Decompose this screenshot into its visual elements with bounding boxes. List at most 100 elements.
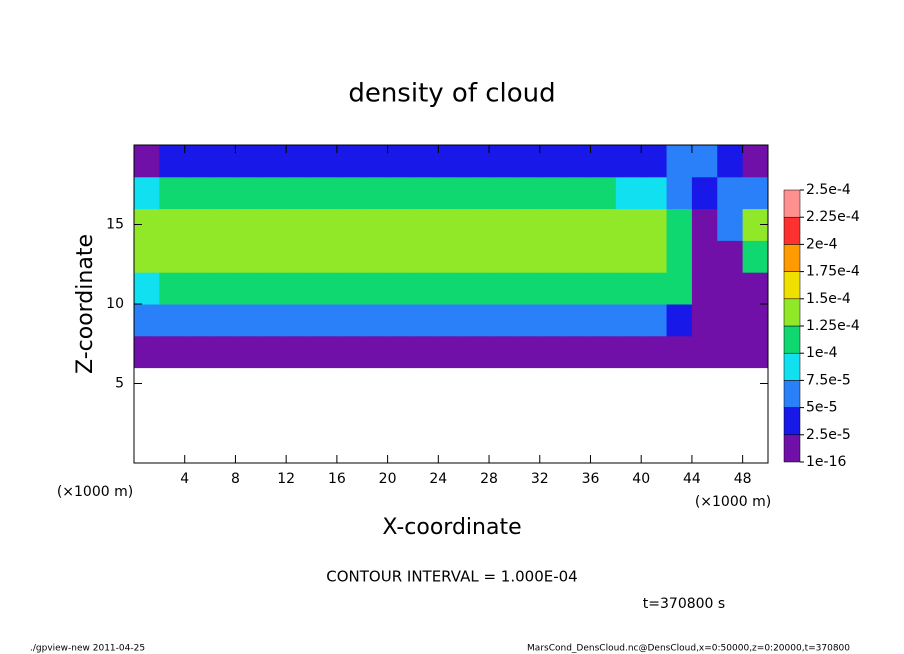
cell	[615, 176, 642, 210]
colorbar-label: 5e-5	[806, 400, 837, 416]
cell	[590, 304, 617, 337]
x-tick-label: 4	[180, 471, 189, 487]
colorbar-label: 1.25e-4	[806, 318, 860, 334]
cell	[260, 272, 287, 305]
cell	[565, 272, 591, 305]
cell	[539, 145, 566, 178]
cell	[666, 176, 693, 210]
cell	[691, 208, 718, 241]
cell	[717, 272, 744, 305]
cell	[286, 208, 313, 241]
cell	[235, 272, 262, 305]
cell	[362, 208, 389, 241]
cell	[210, 335, 236, 369]
cell	[336, 335, 363, 369]
cell	[134, 335, 160, 369]
cell	[489, 145, 515, 178]
cell	[565, 145, 591, 178]
cell	[159, 145, 186, 178]
cell	[590, 240, 617, 273]
cell	[489, 335, 515, 369]
cell	[742, 176, 769, 210]
cell	[210, 272, 236, 305]
x-tick-label: 8	[231, 471, 240, 487]
cell	[438, 272, 465, 305]
cell	[514, 335, 541, 369]
cell	[336, 272, 363, 305]
cell	[362, 240, 389, 273]
y-tick-label: 10	[106, 296, 124, 312]
cell	[565, 304, 591, 337]
cell	[514, 240, 541, 273]
cell	[210, 208, 236, 241]
cell	[463, 240, 490, 273]
cell	[463, 335, 490, 369]
cell	[184, 145, 211, 178]
cell	[235, 176, 262, 210]
cell	[387, 304, 414, 337]
cell	[438, 240, 465, 273]
colorbar-label: 1.5e-4	[806, 291, 851, 307]
cell	[641, 272, 668, 305]
cell	[286, 240, 313, 273]
cell	[717, 176, 744, 210]
cell	[463, 145, 490, 178]
cell	[590, 176, 617, 210]
cell	[742, 145, 769, 178]
cell	[666, 335, 693, 369]
cell	[336, 304, 363, 337]
colorbar-label: 2e-4	[806, 236, 838, 252]
cell	[615, 208, 642, 241]
cell	[412, 304, 439, 337]
cell	[336, 208, 363, 241]
cell	[184, 208, 211, 241]
x-tick-label: 44	[683, 471, 701, 487]
x-tick-label: 20	[379, 471, 397, 487]
cell	[539, 335, 566, 369]
cell	[412, 272, 439, 305]
cell	[260, 208, 287, 241]
cell	[641, 335, 668, 369]
cell	[286, 176, 313, 210]
cell	[615, 145, 642, 178]
cell	[412, 335, 439, 369]
cell	[159, 335, 186, 369]
cell	[463, 272, 490, 305]
cell	[159, 304, 186, 337]
cell	[260, 335, 287, 369]
colorbar-band	[783, 352, 801, 381]
cell	[691, 335, 718, 369]
footer: ./gpview-new 2011-04-25	[30, 644, 145, 654]
colorbar-band	[783, 407, 801, 436]
x-tick-label: 48	[734, 471, 752, 487]
cell	[311, 240, 338, 273]
cell	[438, 208, 465, 241]
colorbar-band	[783, 244, 801, 272]
cell	[489, 208, 515, 241]
cell	[336, 145, 363, 178]
cell	[387, 145, 414, 178]
cell	[387, 176, 414, 210]
cell	[311, 304, 338, 337]
cell	[184, 304, 211, 337]
cell	[489, 304, 515, 337]
colorbar-label: 2.25e-4	[806, 209, 860, 225]
cell	[362, 145, 389, 178]
cell	[641, 176, 668, 210]
x-tick-label: 12	[277, 471, 295, 487]
cell	[286, 272, 313, 305]
cell	[615, 240, 642, 273]
cell	[641, 304, 668, 337]
cell	[159, 240, 186, 273]
cell	[260, 304, 287, 337]
cell	[691, 176, 718, 210]
cell	[387, 272, 414, 305]
colorbar-band	[783, 434, 801, 463]
cell	[539, 240, 566, 273]
cell	[514, 176, 541, 210]
cell	[717, 145, 744, 178]
cell	[666, 240, 693, 273]
cell	[336, 176, 363, 210]
cell	[641, 240, 668, 273]
